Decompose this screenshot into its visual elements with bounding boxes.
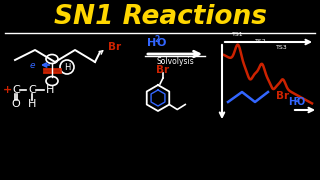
Text: O: O [297, 97, 305, 107]
Text: TS3: TS3 [276, 45, 288, 50]
Text: C: C [12, 85, 20, 95]
Text: H: H [64, 62, 70, 71]
Text: 2: 2 [154, 35, 160, 44]
Text: TS1: TS1 [232, 32, 244, 37]
Text: C: C [28, 85, 36, 95]
Text: Br: Br [156, 65, 170, 75]
Text: Br: Br [276, 91, 289, 101]
Text: Solvolysis: Solvolysis [156, 57, 194, 66]
Text: H: H [28, 99, 36, 109]
Text: TS2: TS2 [255, 39, 267, 44]
Text: +: + [4, 85, 12, 95]
Text: O: O [12, 99, 20, 109]
Text: Br: Br [108, 42, 121, 52]
Text: e: e [29, 60, 35, 69]
Text: H: H [148, 38, 156, 48]
Text: 2: 2 [295, 97, 300, 103]
Text: H: H [288, 97, 296, 107]
Text: H: H [46, 85, 54, 95]
Text: O: O [156, 38, 166, 48]
Text: SN1 Reactions: SN1 Reactions [53, 4, 267, 30]
